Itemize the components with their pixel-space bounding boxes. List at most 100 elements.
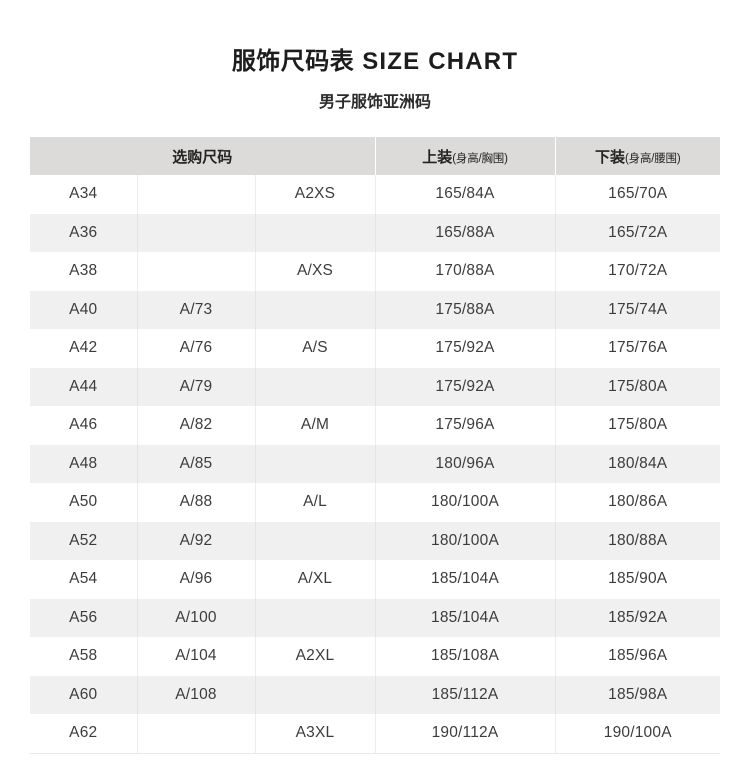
header-top-garment-note: (身高/胸围) [452,152,508,165]
cell-numeric-size: A38 [30,252,138,291]
cell-bottom-measure: 175/80A [555,367,720,406]
table-row: A52 A/92 180/100A 180/88A [30,521,720,560]
table-row: A42 A/76 A/S 175/92A 175/76A [30,329,720,368]
cell-bottom-measure: 180/86A [555,483,720,522]
table-row: A44 A/79 175/92A 175/80A [30,367,720,406]
cell-girth-size: A/76 [137,329,256,368]
cell-top-measure: 180/96A [375,444,556,483]
table-row: A46 A/82 A/M 175/96A 175/80A [30,406,720,445]
cell-top-measure: 175/96A [375,406,556,445]
page-title-cn: 服饰尺码表 [231,48,355,75]
table-row: A56 A/100 185/104A 185/92A [30,598,720,637]
cell-girth-size: A/88 [137,483,256,522]
cell-top-measure: 175/92A [375,329,556,368]
cell-alpha-size: A2XL [255,637,376,676]
table-header: 选购尺码 上装(身高/胸围) 下装(身高/腰围) [30,137,720,175]
cell-bottom-measure: 165/70A [555,175,720,214]
cell-girth-size: A/79 [137,367,256,406]
cell-alpha-size [255,367,376,406]
cell-top-measure: 165/84A [375,175,556,214]
cell-girth-size: A/92 [137,521,256,560]
table-row: A48 A/85 180/96A 180/84A [30,444,720,483]
cell-numeric-size: A40 [30,290,138,329]
cell-alpha-size: A3XL [255,714,376,754]
page-title-latin-text: SIZE CHART [362,48,519,75]
cell-girth-size: A/104 [137,637,256,676]
cell-girth-size: A/82 [137,406,256,445]
cell-alpha-size: A/XL [255,560,376,599]
cell-girth-size: A/85 [137,444,256,483]
cell-alpha-size: A/L [255,483,376,522]
cell-top-measure: 180/100A [375,521,556,560]
cell-girth-size [137,175,256,214]
cell-bottom-measure: 170/72A [555,252,720,291]
header-bottom-garment: 下装(身高/腰围) [554,137,720,175]
cell-girth-size [137,714,256,754]
page-title: 服饰尺码表 SIZE CHART [0,45,750,79]
table-row: A54 A/96 A/XL 185/104A 185/90A [30,560,720,599]
cell-bottom-measure: 190/100A [555,714,720,754]
cell-numeric-size: A60 [30,675,138,714]
header-bottom-garment-main: 下装 [595,148,626,166]
header-top-garment-main: 上装 [422,148,453,166]
cell-numeric-size: A52 [30,521,138,560]
title-block: 服饰尺码表 SIZE CHART 男子服饰亚洲码 [0,0,750,116]
cell-bottom-measure: 185/96A [555,637,720,676]
size-chart-table: 选购尺码 上装(身高/胸围) 下装(身高/腰围) A34 A2XS 165/84A 1… [30,137,720,754]
cell-bottom-measure: 175/74A [555,290,720,329]
cell-alpha-size [255,675,376,714]
cell-bottom-measure: 165/72A [555,213,720,252]
cell-numeric-size: A48 [30,444,138,483]
cell-bottom-measure: 180/88A [555,521,720,560]
cell-alpha-size [255,521,376,560]
cell-top-measure: 175/92A [375,367,556,406]
table-row: A38 A/XS 170/88A 170/72A [30,252,720,291]
table-row: A40 A/73 175/88A 175/74A [30,290,720,329]
header-bottom-garment-note: (身高/腰围) [625,152,681,165]
table-row: A36 165/88A 165/72A [30,213,720,252]
cell-numeric-size: A36 [30,213,138,252]
cell-top-measure: 190/112A [375,714,556,754]
cell-alpha-size: A/M [255,406,376,445]
cell-top-measure: 185/104A [375,560,556,599]
cell-numeric-size: A34 [30,175,138,214]
table-row: A60 A/108 185/112A 185/98A [30,675,720,714]
cell-top-measure: 185/112A [375,675,556,714]
size-chart-table-wrap: 选购尺码 上装(身高/胸围) 下装(身高/腰围) A34 A2XS 165/84A 1… [30,137,720,754]
cell-girth-size: A/73 [137,290,256,329]
cell-numeric-size: A56 [30,598,138,637]
table-row: A34 A2XS 165/84A 165/70A [30,175,720,214]
cell-numeric-size: A42 [30,329,138,368]
cell-girth-size [137,213,256,252]
cell-alpha-size [255,444,376,483]
cell-numeric-size: A44 [30,367,138,406]
table-row: A58 A/104 A2XL 185/108A 185/96A [30,637,720,676]
cell-alpha-size [255,290,376,329]
cell-numeric-size: A62 [30,714,138,754]
cell-top-measure: 175/88A [375,290,556,329]
cell-top-measure: 185/108A [375,637,556,676]
cell-numeric-size: A54 [30,560,138,599]
cell-numeric-size: A50 [30,483,138,522]
table-header-row: 选购尺码 上装(身高/胸围) 下装(身高/腰围) [30,137,720,175]
cell-alpha-size [255,598,376,637]
cell-alpha-size: A/XS [255,252,376,291]
cell-girth-size: A/108 [137,675,256,714]
cell-bottom-measure: 180/84A [555,444,720,483]
cell-bottom-measure: 185/90A [555,560,720,599]
cell-alpha-size [255,213,376,252]
cell-bottom-measure: 185/92A [555,598,720,637]
cell-top-measure: 165/88A [375,213,556,252]
page-title-latin: SIZE CHART [354,48,518,75]
cell-bottom-measure: 175/76A [555,329,720,368]
cell-girth-size [137,252,256,291]
page-subtitle: 男子服饰亚洲码 [318,94,431,111]
cell-bottom-measure: 175/80A [555,406,720,445]
cell-girth-size: A/96 [137,560,256,599]
header-top-garment: 上装(身高/胸围) [374,137,555,175]
cell-top-measure: 185/104A [375,598,556,637]
table-row: A50 A/88 A/L 180/100A 180/86A [30,483,720,522]
cell-top-measure: 180/100A [375,483,556,522]
cell-numeric-size: A58 [30,637,138,676]
